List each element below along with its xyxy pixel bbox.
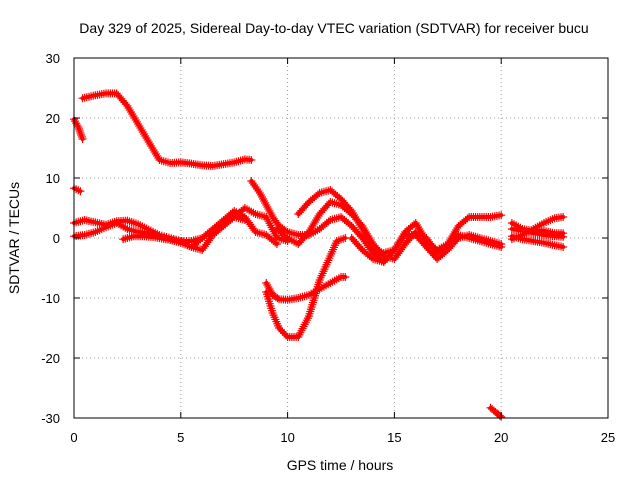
data-point-marker	[559, 213, 568, 221]
chart-title: Day 329 of 2025, Sidereal Day-to-day VTE…	[79, 20, 588, 36]
x-axis-label: GPS time / hours	[287, 457, 394, 473]
data-point-marker	[341, 273, 350, 281]
data-point-marker	[75, 127, 84, 135]
data-point-marker	[276, 325, 285, 334]
data-point-marker	[275, 324, 284, 332]
series-track-12	[347, 231, 506, 266]
data-point-marker	[77, 131, 86, 139]
data-point-marker	[77, 133, 86, 141]
data-point-marker	[559, 232, 568, 241]
series-track-17	[507, 225, 568, 241]
data-point-marker	[280, 329, 289, 338]
data-point-marker	[74, 123, 83, 131]
x-tick-label: 0	[70, 430, 77, 445]
data-point-marker	[281, 331, 290, 340]
data-point-marker	[273, 294, 282, 303]
y-tick-label: 30	[46, 51, 60, 66]
x-tick-label: 5	[177, 430, 184, 445]
data-point-marker	[559, 243, 568, 251]
y-tick-label: 20	[46, 111, 60, 126]
data-point-marker	[278, 327, 287, 336]
data-point-marker	[247, 156, 256, 164]
series-track-3	[70, 184, 85, 196]
series-track-1	[70, 115, 87, 143]
data-point-marker	[78, 135, 87, 143]
y-tick-label: -20	[41, 351, 60, 366]
series-track-16	[507, 232, 568, 251]
data-point-marker	[399, 232, 408, 241]
data-point-marker	[271, 238, 280, 247]
x-tick-label: 25	[601, 430, 615, 445]
data-point-marker	[240, 216, 249, 224]
series-trace	[80, 91, 254, 168]
y-tick-label: -30	[41, 411, 60, 426]
x-tick-label: 20	[494, 430, 508, 445]
data-point-marker	[74, 125, 83, 133]
series-track-2	[78, 89, 256, 170]
data-point-marker	[73, 121, 82, 130]
series-track-10	[262, 273, 350, 304]
y-axis-label: SDTVAR / TECUs	[6, 182, 22, 294]
tick-layer: 0 5 10 15 20 25 -30 -20 -10 0 10 20 30	[41, 51, 615, 445]
data-point-marker	[76, 187, 85, 196]
x-tick-label: 10	[280, 430, 294, 445]
data-point-marker	[497, 240, 506, 248]
data-point-marker	[357, 223, 366, 231]
y-tick-label: -10	[41, 291, 60, 306]
series-track-13	[486, 403, 506, 421]
series-track-6	[119, 213, 249, 245]
data-layer	[70, 89, 568, 421]
y-tick-label: 0	[53, 231, 60, 246]
data-point-marker	[272, 240, 281, 248]
data-point-marker	[463, 214, 472, 223]
data-point-marker	[76, 129, 85, 137]
data-point-marker	[497, 211, 506, 220]
series-track-11	[262, 234, 350, 341]
y-tick-label: 10	[46, 171, 60, 186]
x-tick-label: 15	[387, 430, 401, 445]
